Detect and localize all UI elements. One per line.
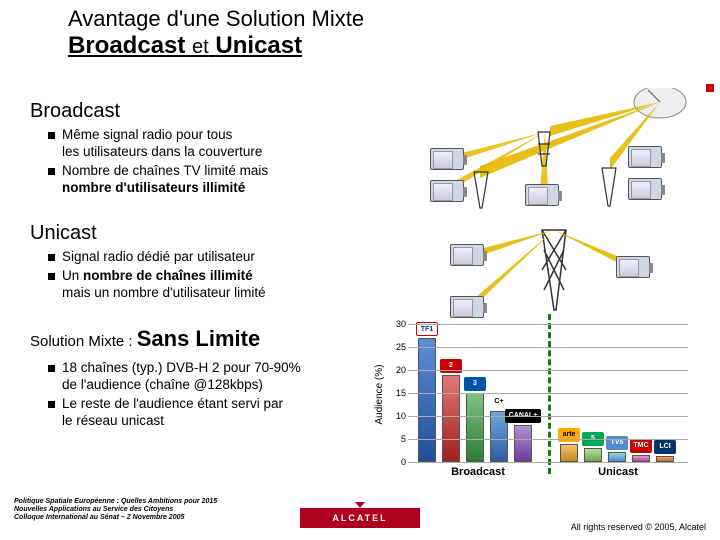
- list-item: 18 chaînes (typ.) DVB-H 2 pour 70-90% de…: [48, 360, 360, 394]
- title-line1: Avantage d'une Solution Mixte: [68, 6, 364, 32]
- xcat-unicast: Unicast: [548, 466, 688, 478]
- section-broadcast: Broadcast Même signal radio pour tous le…: [30, 100, 268, 199]
- mixte-bullets: 18 chaînes (typ.) DVB-H 2 pour 70-90% de…: [48, 360, 360, 430]
- channel-icon: LCI: [654, 440, 676, 454]
- chart-bar: [560, 444, 578, 462]
- ytick: 30: [392, 319, 406, 329]
- channel-icon: 3: [464, 377, 486, 391]
- ytick: 0: [392, 457, 406, 467]
- chart-ylabel: Audience (%): [374, 364, 385, 424]
- ytick: 10: [392, 411, 406, 421]
- ytick: 25: [392, 342, 406, 352]
- corner-decor: [706, 84, 714, 92]
- phone-icon: [616, 256, 650, 278]
- unicast-bullets: Signal radio dédié par utilisateur Un no…: [48, 249, 266, 302]
- phone-icon: [628, 178, 662, 200]
- chart-bar: [418, 338, 436, 462]
- chart-bar: [466, 393, 484, 462]
- chart-bar: [442, 375, 460, 462]
- channel-icon: C+: [488, 395, 510, 409]
- list-item: Même signal radio pour tous les utilisat…: [48, 127, 268, 161]
- alcatel-logo: ALCATEL: [300, 508, 420, 528]
- phone-icon: [430, 180, 464, 202]
- unicast-illustration: [450, 210, 650, 330]
- phone-icon: [525, 184, 559, 206]
- channel-icon: TMC: [630, 439, 652, 453]
- gridline: [408, 393, 688, 394]
- xcat-broadcast: Broadcast: [408, 466, 548, 478]
- title-line2: Broadcast et Unicast: [68, 32, 364, 60]
- unicast-heading: Unicast: [30, 222, 266, 245]
- gridline: [408, 324, 688, 325]
- list-item: Un nombre de chaînes illimité mais un no…: [48, 268, 266, 302]
- ytick: 20: [392, 365, 406, 375]
- chart-bar: [632, 455, 650, 462]
- audience-chart: Audience (%) TF123C+CANAL+arte5TV5TMCLCI…: [368, 320, 698, 486]
- list-item: Signal radio dédié par utilisateur: [48, 249, 266, 266]
- ytick: 15: [392, 388, 406, 398]
- section-mixte: Solution Mixte : Sans Limite 18 chaînes …: [30, 326, 360, 432]
- phone-icon: [628, 146, 662, 168]
- list-item: Le reste de l'audience étant servi par l…: [48, 396, 360, 430]
- footer-reference: Politique Spatiale Européenne : Quelles …: [14, 498, 217, 522]
- chart-bar: [608, 452, 626, 462]
- channel-icon: TV5: [606, 436, 628, 450]
- gridline: [408, 347, 688, 348]
- phone-icon: [450, 244, 484, 266]
- broadcast-heading: Broadcast: [30, 100, 268, 123]
- section-unicast: Unicast Signal radio dédié par utilisate…: [30, 222, 266, 304]
- ytick: 5: [392, 434, 406, 444]
- chart-bar: [514, 425, 532, 462]
- gridline: [408, 370, 688, 371]
- mixte-heading: Solution Mixte : Sans Limite: [30, 326, 360, 352]
- chart-bar: [584, 448, 602, 462]
- broadcast-bullets: Même signal radio pour tous les utilisat…: [48, 127, 268, 197]
- slide-title: Avantage d'une Solution Mixte Broadcast …: [68, 6, 364, 60]
- gridline: [408, 462, 688, 463]
- copyright: All rights reserved © 2005, Alcatel: [571, 522, 706, 532]
- phone-icon: [450, 296, 484, 318]
- gridline: [408, 439, 688, 440]
- chart-separator: [548, 314, 551, 474]
- gridline: [408, 416, 688, 417]
- list-item: Nombre de chaînes TV limité mais nombre …: [48, 163, 268, 197]
- broadcast-illustration: [430, 88, 700, 208]
- phone-icon: [430, 148, 464, 170]
